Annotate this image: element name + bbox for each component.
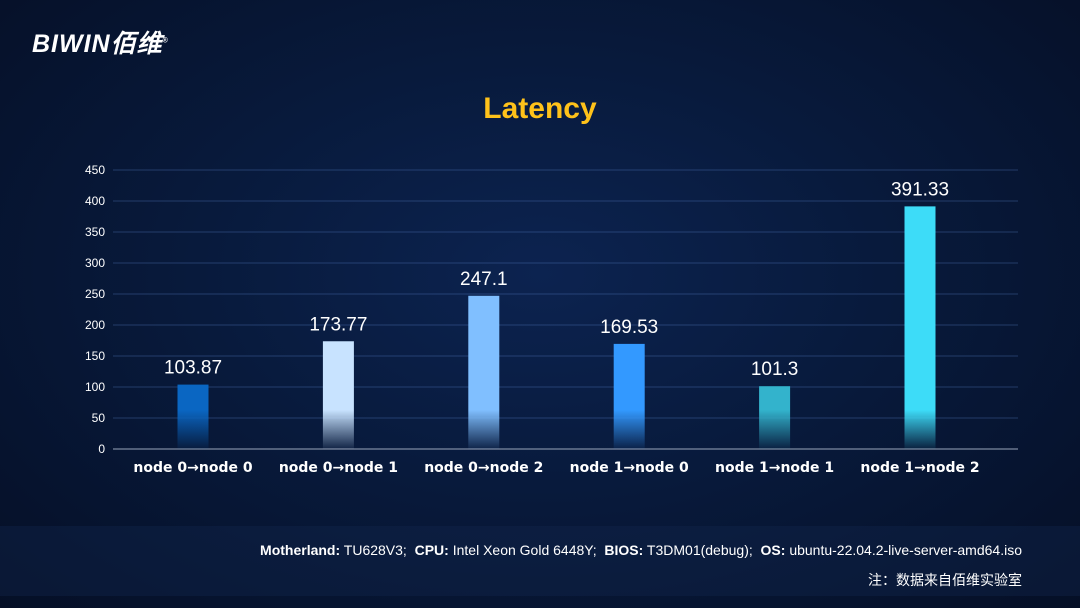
y-tick-label: 200 [85,318,105,332]
data-label: 169.53 [600,317,658,338]
y-tick-label: 400 [85,194,105,208]
x-tick-label: node 0→node 2 [424,460,543,476]
bar [759,386,791,449]
y-tick-label: 150 [85,349,105,363]
x-tick-label: node 0→node 1 [279,460,398,476]
y-tick-label: 300 [85,256,105,270]
x-tick-label: node 1→node 1 [715,460,834,476]
data-source-note: 注：数据来自佰维实验室 [868,572,1022,588]
bar [177,384,209,449]
footer-band [0,526,1080,596]
bar [613,343,645,449]
chart-title: Latency [483,92,597,125]
y-tick-label: 100 [85,380,105,394]
y-tick-label: 250 [85,287,105,301]
bars [177,206,936,449]
x-tick-label: node 1→node 2 [860,460,979,476]
biwin-logo: BIWIN佰维® [32,30,169,58]
bar [904,206,936,449]
data-label: 173.77 [309,314,367,335]
grid [113,169,1018,450]
y-tick-label: 350 [85,225,105,239]
y-tick-label: 450 [85,163,105,177]
bar [468,295,500,449]
bar [322,341,354,449]
y-tick-label: 50 [92,411,106,425]
system-specs: Motherland: TU628V3; CPU: Intel Xeon Gol… [260,542,1022,558]
x-tick-label: node 0→node 0 [133,460,252,476]
y-tick-label: 0 [98,442,105,456]
data-label: 391.33 [891,179,949,200]
data-label: 247.1 [460,269,508,290]
data-label: 103.87 [164,358,222,379]
labels: 0 50 100 150 200 250 300 350 400 450 103.87 node 0→… [85,163,980,476]
x-tick-label: node 1→node 0 [570,460,689,476]
data-label: 101.3 [751,359,799,380]
